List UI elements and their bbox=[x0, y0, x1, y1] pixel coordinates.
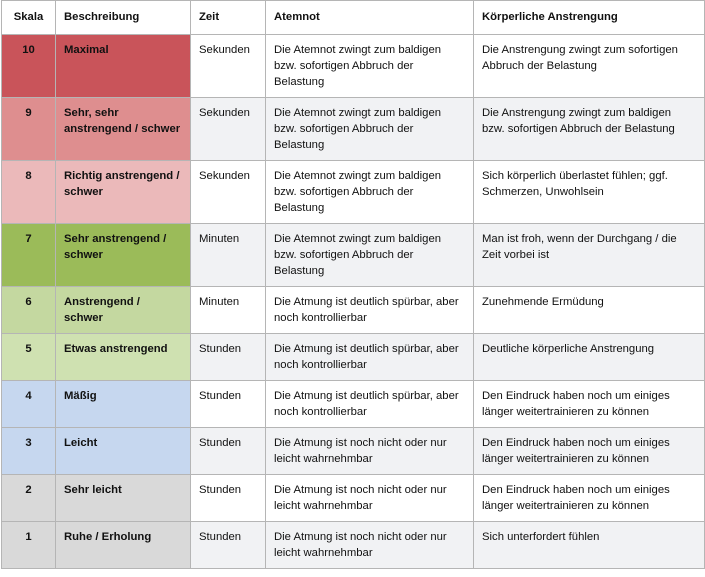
table-cell: Ruhe / Erholung bbox=[55, 521, 191, 569]
table-cell: Mäßig bbox=[55, 380, 191, 428]
table-cell: Den Eindruck haben noch um einiges länge… bbox=[473, 380, 705, 428]
table-cell: 1 bbox=[1, 521, 56, 569]
table-row: 5 Etwas anstrengend Stunden Die Atmung ist … bbox=[1, 333, 705, 381]
table-row: 1 Ruhe / Erholung Stunden Die Atmung ist no… bbox=[1, 521, 705, 569]
table-cell: Etwas anstrengend bbox=[55, 333, 191, 381]
table-cell: 10 bbox=[1, 34, 56, 98]
table-cell: Stunden bbox=[190, 521, 266, 569]
table-cell: Sehr, sehr anstrengend / schwer bbox=[55, 97, 191, 161]
table-cell: 6 bbox=[1, 286, 56, 334]
table-cell: Sekunden bbox=[190, 34, 266, 98]
table-cell: Die Atmung ist noch nicht oder nur leich… bbox=[265, 427, 474, 475]
table-cell: Zunehmende Ermüdung bbox=[473, 286, 705, 334]
table-cell: Sekunden bbox=[190, 97, 266, 161]
table-row: 4 Mäßig Stunden Die Atmung ist deutlich spü… bbox=[1, 380, 705, 428]
header-cell: Beschreibung bbox=[55, 0, 191, 35]
header-cell: Atemnot bbox=[265, 0, 474, 35]
header-row: Skala Beschreibung Zeit Atemnot Körperli… bbox=[1, 0, 705, 35]
table-cell: Minuten bbox=[190, 223, 266, 287]
table-cell: Sekunden bbox=[190, 160, 266, 224]
table-cell: Die Anstrengung zwingt zum baldigen bzw.… bbox=[473, 97, 705, 161]
table-cell: Deutliche körperliche Anstrengung bbox=[473, 333, 705, 381]
table-cell: 3 bbox=[1, 427, 56, 475]
table-cell: Sehr leicht bbox=[55, 474, 191, 522]
header-cell: Körperliche Anstrengung bbox=[473, 0, 705, 35]
table-cell: Die Atmung ist deutlich spürbar, aber no… bbox=[265, 333, 474, 381]
table-cell: Die Atemnot zwingt zum baldigen bzw. sof… bbox=[265, 223, 474, 287]
table-row: 3 Leicht Stunden Die Atmung ist noch nicht … bbox=[1, 427, 705, 475]
table-cell: Sich körperlich überlastet fühlen; ggf. … bbox=[473, 160, 705, 224]
table-cell: 9 bbox=[1, 97, 56, 161]
table-cell: Richtig anstrengend / schwer bbox=[55, 160, 191, 224]
table-cell: Die Atmung ist noch nicht oder nur leich… bbox=[265, 521, 474, 569]
table-cell: Den Eindruck haben noch um einiges länge… bbox=[473, 474, 705, 522]
table-cell: Die Atemnot zwingt zum baldigen bzw. sof… bbox=[265, 97, 474, 161]
table-cell: Die Atemnot zwingt zum baldigen bzw. sof… bbox=[265, 34, 474, 98]
table-cell: 5 bbox=[1, 333, 56, 381]
table-row: 2 Sehr leicht Stunden Die Atmung ist noch n… bbox=[1, 474, 705, 522]
table-row: 8 Richtig anstrengend / schwer Sekunden Die… bbox=[1, 160, 705, 224]
table-row: 7 Sehr anstrengend / schwer Minuten Die Ate… bbox=[1, 223, 705, 287]
table-cell: Anstrengend / schwer bbox=[55, 286, 191, 334]
table-cell: Stunden bbox=[190, 333, 266, 381]
table-cell: Minuten bbox=[190, 286, 266, 334]
table-cell: Sich unterfordert fühlen bbox=[473, 521, 705, 569]
table-row: 10 Maximal Sekunden Die Atemnot zwingt zum … bbox=[1, 34, 705, 98]
table-cell: Sehr anstrengend / schwer bbox=[55, 223, 191, 287]
table-row: 6 Anstrengend / schwer Minuten Die Atmung i… bbox=[1, 286, 705, 334]
table-cell: Stunden bbox=[190, 380, 266, 428]
table-cell: Die Anstrengung zwingt zum sofortigen Ab… bbox=[473, 34, 705, 98]
table-body: 10 Maximal Sekunden Die Atemnot zwingt zum … bbox=[1, 34, 705, 569]
table-cell: Stunden bbox=[190, 427, 266, 475]
header-cell: Skala bbox=[1, 0, 56, 35]
table-cell: Leicht bbox=[55, 427, 191, 475]
table-cell: Die Atmung ist deutlich spürbar, aber no… bbox=[265, 286, 474, 334]
table-cell: Maximal bbox=[55, 34, 191, 98]
table-cell: 8 bbox=[1, 160, 56, 224]
table-cell: Man ist froh, wenn der Durchgang / die Z… bbox=[473, 223, 705, 287]
table-cell: 2 bbox=[1, 474, 56, 522]
header-cell: Zeit bbox=[190, 0, 266, 35]
table-cell: Den Eindruck haben noch um einiges länge… bbox=[473, 427, 705, 475]
table-cell: Die Atemnot zwingt zum baldigen bzw. sof… bbox=[265, 160, 474, 224]
table-row: 9 Sehr, sehr anstrengend / schwer Sekunden… bbox=[1, 97, 705, 161]
table-cell: 4 bbox=[1, 380, 56, 428]
table-cell: Die Atmung ist noch nicht oder nur leich… bbox=[265, 474, 474, 522]
table-cell: Die Atmung ist deutlich spürbar, aber no… bbox=[265, 380, 474, 428]
table-cell: 7 bbox=[1, 223, 56, 287]
table-cell: Stunden bbox=[190, 474, 266, 522]
